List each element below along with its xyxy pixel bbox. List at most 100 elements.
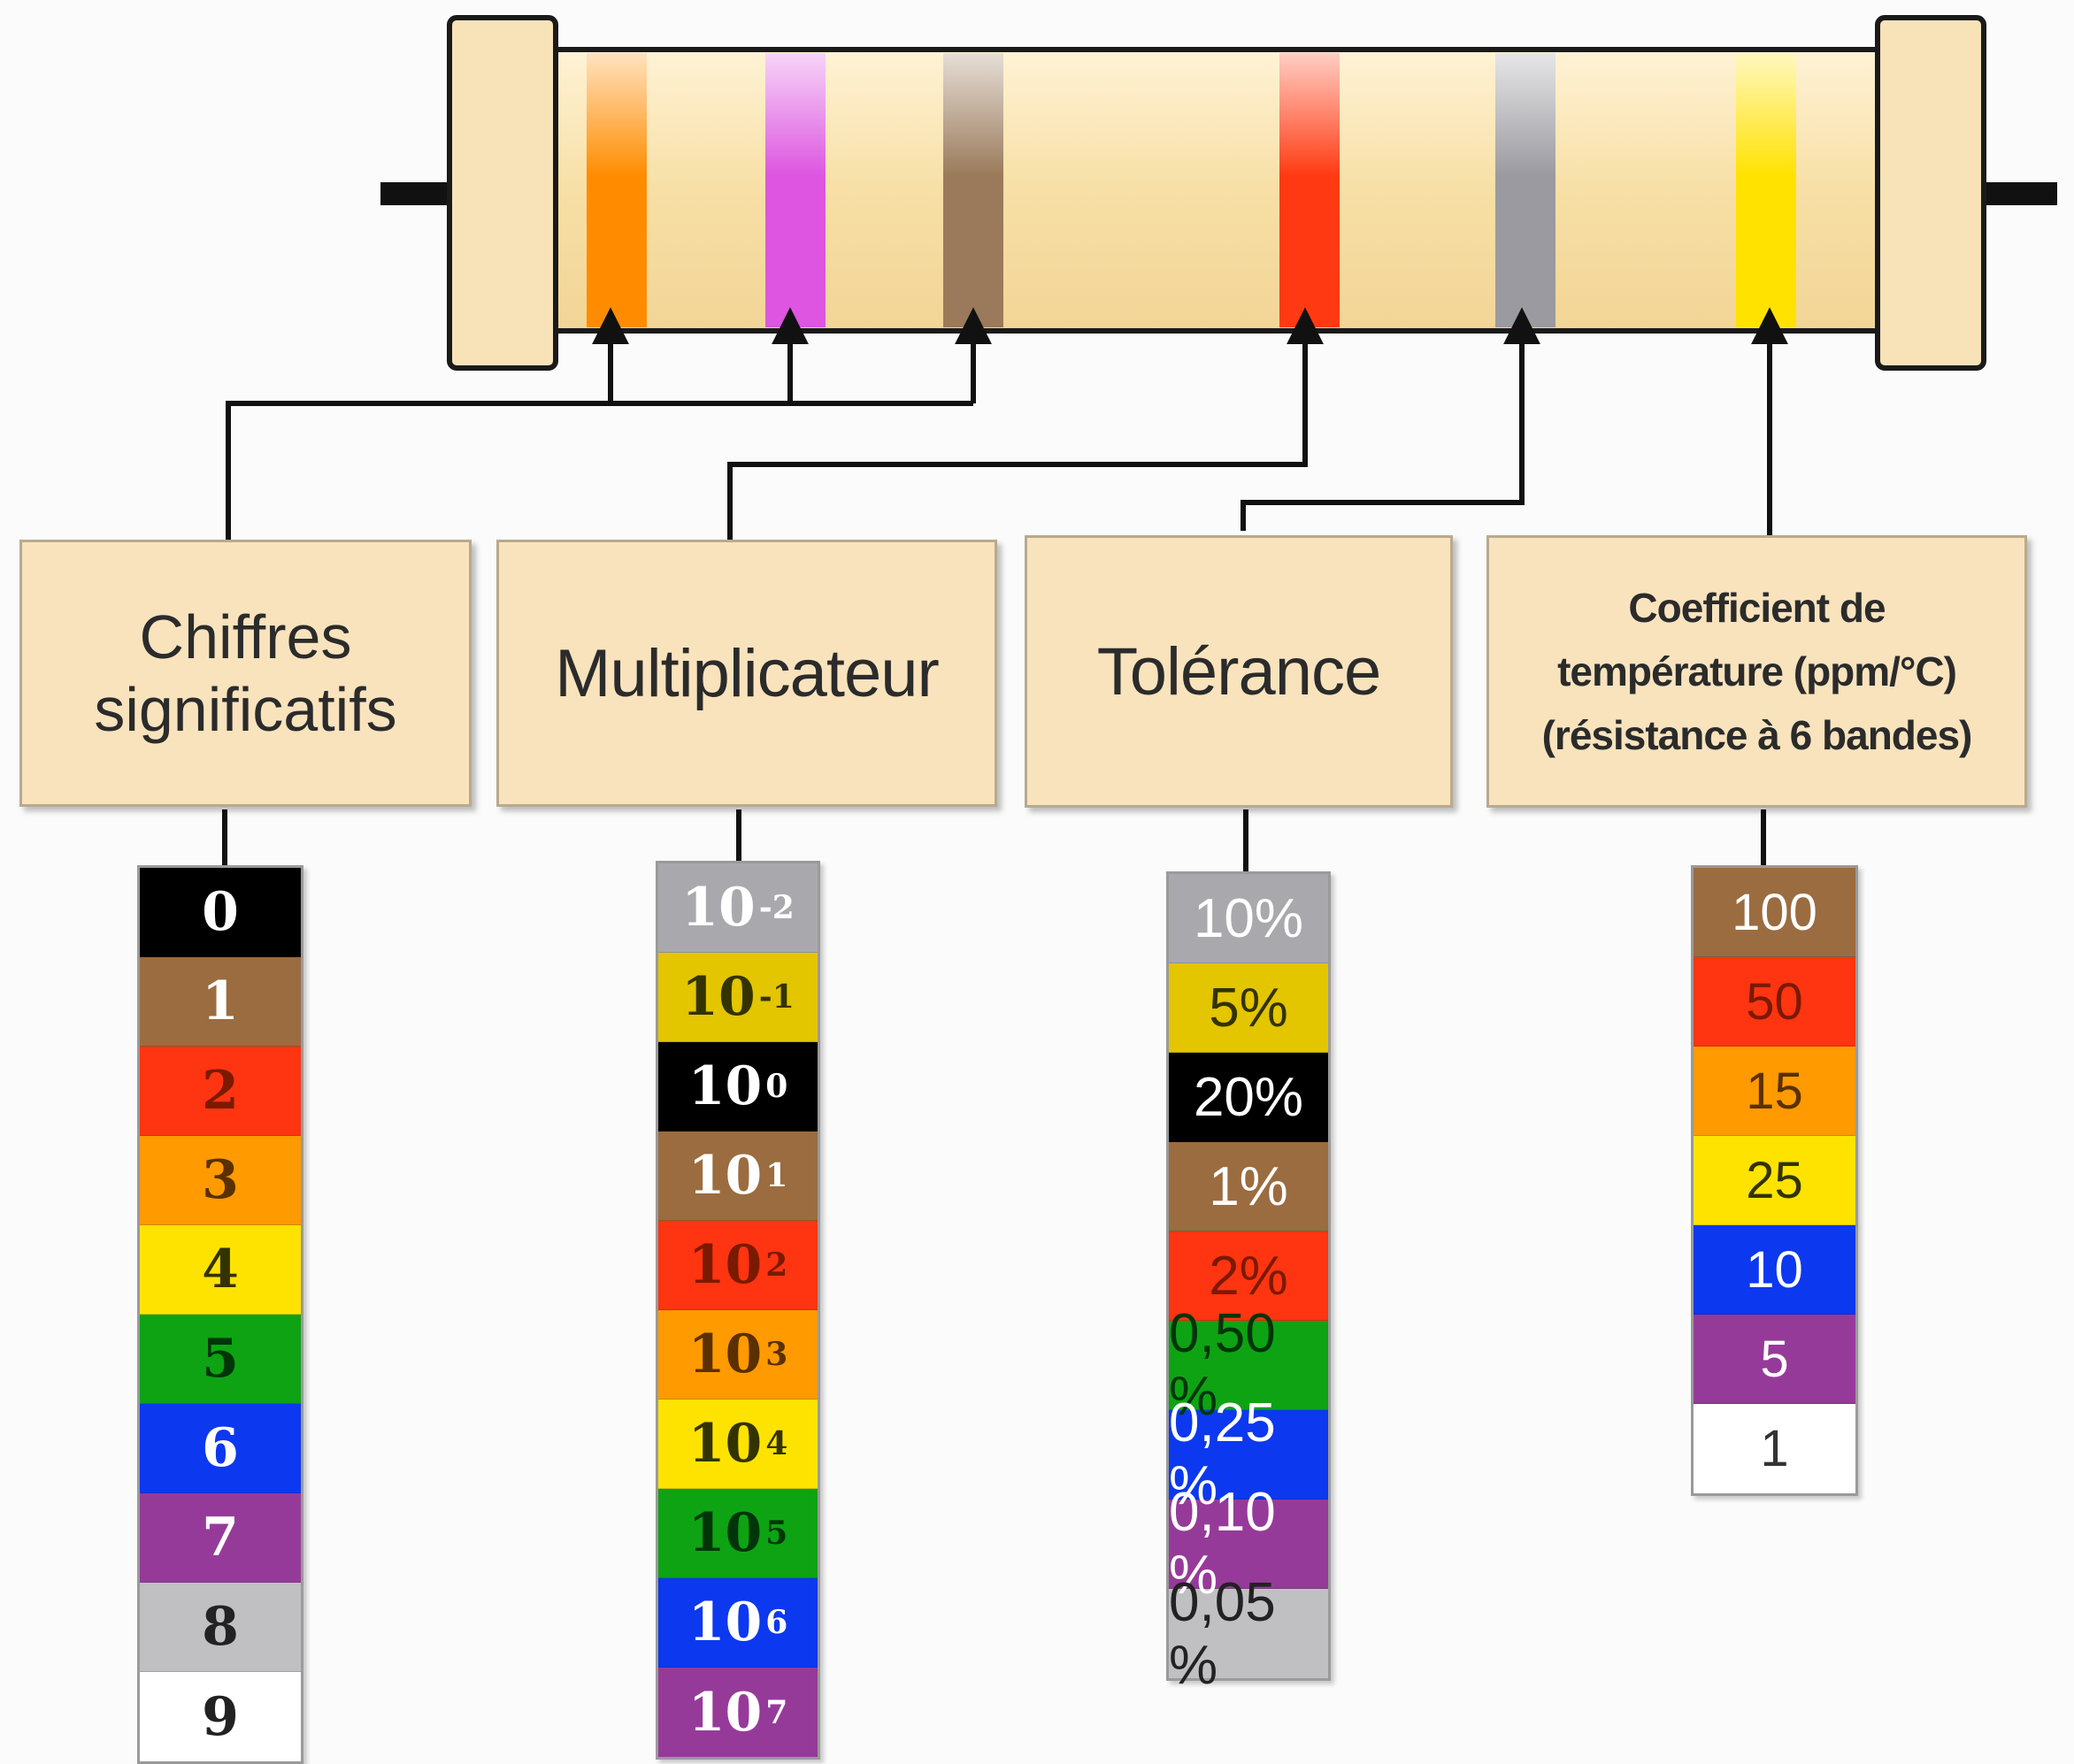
multiplier-base: 10 — [681, 966, 756, 1028]
tolerance-box: Tolérance — [1025, 535, 1453, 808]
digit-cell: 6 — [140, 1404, 301, 1493]
tolerance-cell: 0,05 % — [1169, 1572, 1328, 1696]
tempco-cell: 15 — [1694, 1047, 1855, 1136]
cell-label: 5 — [202, 1328, 239, 1390]
tolerance-cell: 5% — [1169, 963, 1328, 1053]
cell-label: 10% — [1193, 887, 1304, 949]
cell-label: 50 — [1746, 972, 1803, 1031]
multiplier-base: 10 — [687, 1145, 763, 1207]
cell-label: 3 — [202, 1149, 239, 1211]
digit-cell: 0 — [140, 868, 301, 957]
multiplier-exponent: 4 — [765, 1425, 788, 1462]
cell-label: 15 — [1746, 1062, 1803, 1120]
multiplier-base: 10 — [687, 1502, 763, 1564]
multiplier-exponent: 7 — [765, 1693, 788, 1731]
cell-label: 1 — [202, 970, 239, 1032]
resistor-bands — [587, 53, 1796, 327]
multiplier-color-column: 10 -2 10 -1 10 0 10 1 10 2 10 3 10 4 10 5 10 6 10 7 — [656, 861, 820, 1760]
tolerance-cell: 0,10 % — [1169, 1482, 1328, 1606]
multiplier-cell: 10 -1 — [658, 953, 818, 1042]
multiplier-cell: 10 2 — [658, 1221, 818, 1310]
cell-label: 0,25 % — [1169, 1392, 1276, 1516]
multiplier-exponent: 1 — [765, 1157, 788, 1194]
right-lead — [1982, 182, 2057, 205]
tolerance-cell: 1% — [1169, 1142, 1328, 1231]
left-end-cap — [447, 15, 558, 371]
cell-label: 100 — [1732, 883, 1817, 941]
cell-label: 5 — [1760, 1330, 1789, 1388]
multiplier-connector — [727, 307, 1324, 540]
tempco-cell: 5 — [1694, 1315, 1855, 1404]
tempco-box-line1: Coefficient de — [1628, 585, 1886, 631]
multiplier-base: 10 — [687, 1323, 763, 1385]
multiplier-cell: 10 5 — [658, 1489, 818, 1578]
tempco-cell: 25 — [1694, 1136, 1855, 1225]
digit-cell: 3 — [140, 1136, 301, 1225]
cell-label: 1% — [1209, 1155, 1288, 1217]
digit-cell: 5 — [140, 1315, 301, 1404]
digits-box-line1: Chiffres — [139, 602, 352, 671]
multiplier-exponent: 5 — [765, 1515, 788, 1552]
digits-connector — [226, 401, 973, 540]
multiplier-exponent: 6 — [765, 1604, 788, 1641]
cell-label: 1 — [1760, 1420, 1789, 1477]
right-end-cap — [1875, 15, 1986, 371]
multiplier-base: 10 — [687, 1234, 763, 1296]
multiplier-cell: 10 -2 — [658, 863, 818, 953]
cell-label: 9 — [202, 1685, 239, 1748]
cell-label: 8 — [202, 1596, 239, 1658]
digit-cell: 7 — [140, 1493, 301, 1583]
tolerance-cell: 0,50 % — [1169, 1303, 1328, 1427]
gray-band-highlight — [1495, 53, 1556, 327]
multiplier-base: 10 — [687, 1055, 763, 1117]
cell-label: 4 — [202, 1239, 239, 1300]
multiplier-box-label: Multiplicateur — [555, 635, 940, 711]
left-lead — [380, 182, 451, 205]
violet-band-highlight — [765, 53, 826, 327]
yellow-band-highlight — [1736, 53, 1796, 327]
digits-box: Chiffres significatifs — [19, 540, 472, 807]
multiplier-cell: 10 0 — [658, 1042, 818, 1131]
digit-cell: 9 — [140, 1672, 301, 1761]
cell-label: 10 — [1746, 1240, 1803, 1299]
cell-label: 25 — [1746, 1151, 1803, 1209]
multiplier-cell: 10 4 — [658, 1400, 818, 1489]
multiplier-exponent: -2 — [758, 889, 795, 926]
tolerance-connector — [1241, 307, 1540, 531]
tempco-box-line2: température (ppm/°C) — [1557, 648, 1957, 694]
digit-cell: 2 — [140, 1047, 301, 1136]
cell-label: 7 — [202, 1507, 239, 1568]
multiplier-exponent: 0 — [765, 1068, 788, 1105]
digit-cell: 8 — [140, 1583, 301, 1672]
tempco-cell: 10 — [1694, 1225, 1855, 1315]
tempco-cell: 50 — [1694, 957, 1855, 1047]
multiplier-base: 10 — [687, 1591, 763, 1653]
cell-label: 5% — [1209, 977, 1288, 1039]
red-band-highlight — [1279, 53, 1340, 327]
cell-label: 2% — [1209, 1245, 1288, 1307]
cell-label: 0 — [202, 881, 239, 943]
digits-box-line2: significatifs — [94, 675, 397, 744]
tempco-box: Coefficient de température (ppm/°C) (rés… — [1486, 535, 2027, 808]
tolerance-color-column: 10% 5% 20% 1% 2% 0,50 % 0,25 % 0,10 % 0,05 % — [1166, 871, 1331, 1696]
multiplier-cell: 10 1 — [658, 1131, 818, 1221]
tolerance-cell: 0,25 % — [1169, 1392, 1328, 1516]
multiplier-exponent: -1 — [758, 978, 795, 1016]
cell-label: 20% — [1193, 1066, 1304, 1128]
digit-cell: 4 — [140, 1225, 301, 1315]
tolerance-cell: 20% — [1169, 1053, 1328, 1142]
multiplier-cell: 10 6 — [658, 1578, 818, 1668]
multiplier-base: 10 — [687, 1413, 763, 1475]
cell-label: 6 — [202, 1417, 239, 1479]
multiplier-exponent: 3 — [765, 1336, 788, 1373]
tempco-cell: 100 — [1694, 868, 1855, 957]
multiplier-cell: 10 3 — [658, 1310, 818, 1400]
tempco-box-line3: (résistance à 6 bandes) — [1541, 712, 1973, 758]
cell-label: 0,50 % — [1169, 1303, 1276, 1427]
tolerance-cell: 10% — [1169, 874, 1328, 963]
multiplier-base: 10 — [681, 877, 756, 939]
cell-label: 0,05 % — [1169, 1571, 1276, 1696]
multiplier-box: Multiplicateur — [496, 540, 997, 807]
tolerance-cell: 2% — [1169, 1231, 1328, 1321]
